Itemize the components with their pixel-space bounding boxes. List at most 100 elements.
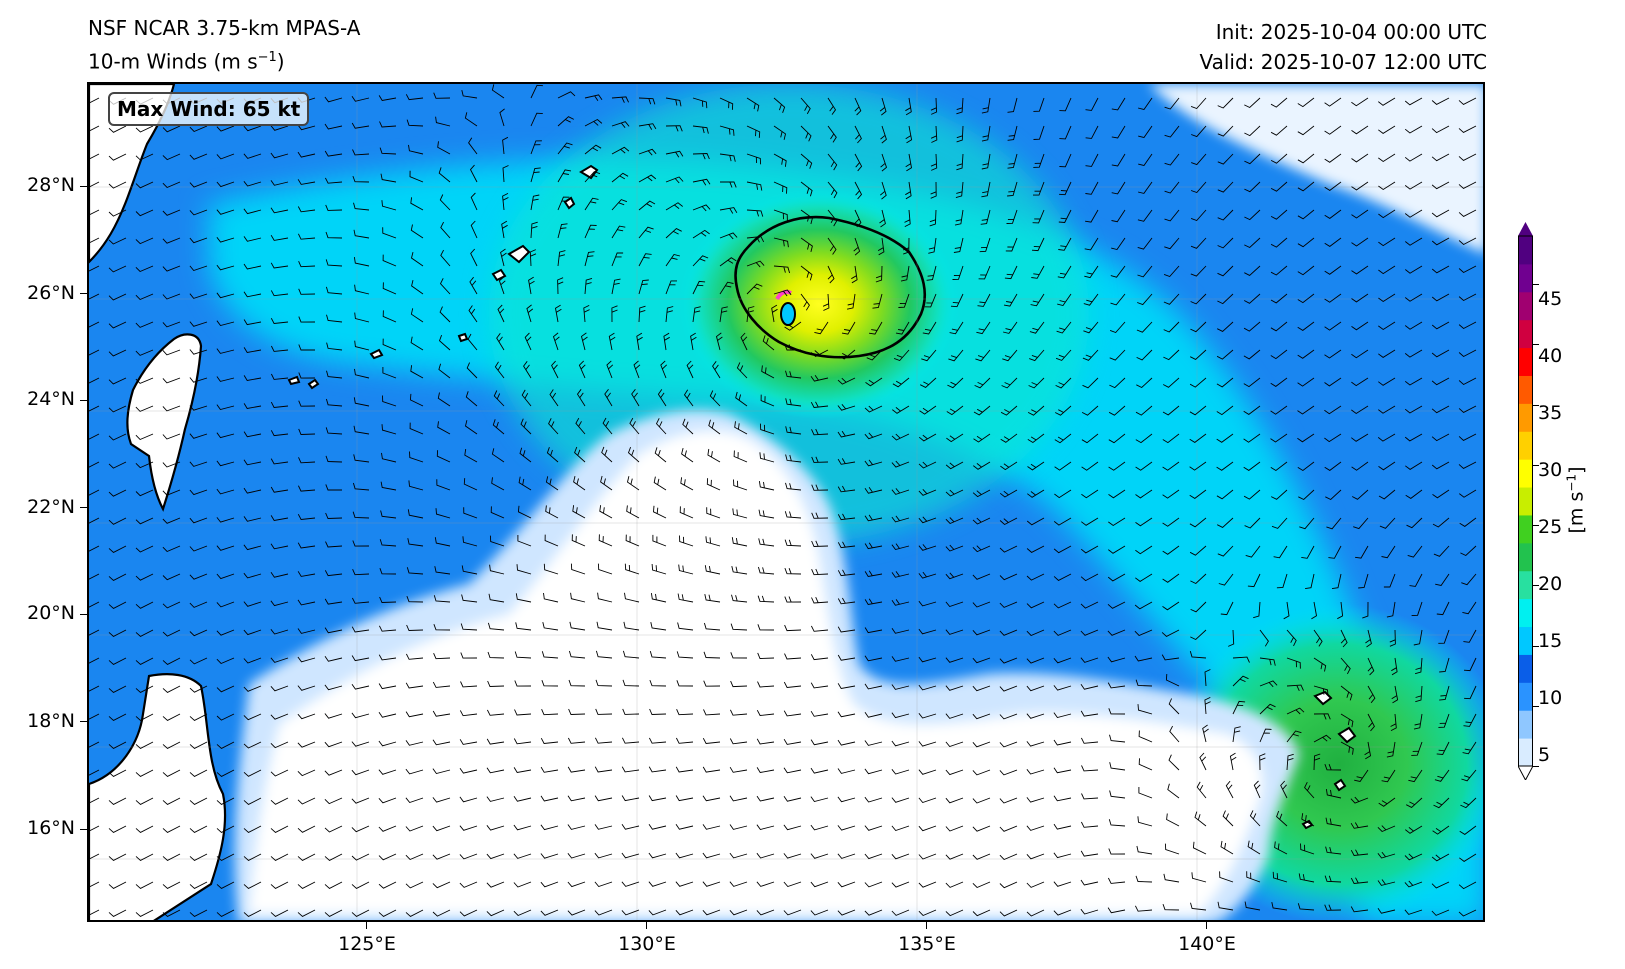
wind-barb bbox=[216, 685, 235, 693]
wind-barb bbox=[1404, 321, 1423, 330]
wind-barb bbox=[89, 601, 100, 608]
wind-barb bbox=[1135, 679, 1153, 687]
wind-barb bbox=[1272, 871, 1288, 883]
wind-barb bbox=[740, 332, 748, 351]
wind-barb bbox=[869, 321, 883, 335]
wind-barb bbox=[1406, 517, 1423, 529]
wind-barb bbox=[1378, 209, 1396, 219]
wind-barb bbox=[1244, 125, 1261, 137]
wind-barb bbox=[945, 741, 964, 748]
wind-barb bbox=[864, 683, 883, 690]
wind-barb bbox=[918, 433, 937, 442]
wind-barb bbox=[243, 403, 262, 409]
wind-barb bbox=[1431, 237, 1450, 246]
wind-barb bbox=[297, 599, 316, 606]
wind-barb bbox=[800, 153, 813, 169]
wind-barb bbox=[1243, 433, 1261, 443]
wind-barb bbox=[918, 797, 937, 804]
wind-barb bbox=[729, 881, 748, 887]
wind-barb bbox=[715, 332, 723, 351]
wind-barb bbox=[1297, 97, 1315, 108]
wind-barb bbox=[956, 97, 964, 115]
wind-barb bbox=[1055, 349, 1072, 361]
wind-barb bbox=[270, 685, 289, 692]
lon-tick-135: 135°E bbox=[898, 933, 956, 955]
wind-barb bbox=[837, 541, 856, 549]
wind-barb bbox=[601, 446, 613, 463]
wind-barb bbox=[757, 595, 775, 603]
wind-barb bbox=[162, 517, 181, 524]
wind-barb bbox=[981, 97, 991, 114]
wind-barb bbox=[928, 237, 937, 254]
wind-barb bbox=[1351, 153, 1369, 163]
wind-barb bbox=[243, 459, 262, 466]
wind-barb bbox=[1431, 153, 1450, 162]
wind-barb bbox=[574, 446, 586, 463]
wind-barb bbox=[955, 181, 964, 199]
wind-barb bbox=[438, 363, 451, 379]
wind-barb bbox=[1404, 433, 1423, 442]
wind-barb bbox=[1137, 97, 1153, 111]
wind-barb bbox=[216, 320, 235, 327]
wind-barb bbox=[216, 769, 235, 777]
wind-barb bbox=[1431, 405, 1450, 414]
wind-barb bbox=[567, 824, 586, 830]
wind-barb bbox=[189, 545, 208, 552]
wind-barb bbox=[410, 224, 424, 239]
wind-barb bbox=[675, 909, 694, 916]
wind-barb bbox=[382, 227, 397, 239]
wind-barb bbox=[405, 909, 424, 917]
wind-barb bbox=[470, 248, 478, 267]
wind-barb bbox=[1204, 669, 1211, 687]
wind-barb bbox=[810, 739, 829, 746]
wind-barb bbox=[1276, 573, 1288, 589]
wind-barb bbox=[326, 370, 343, 379]
wind-barb bbox=[784, 653, 802, 660]
wind-barb bbox=[1029, 349, 1045, 362]
wind-barb bbox=[1085, 97, 1099, 111]
wind-barb bbox=[1135, 405, 1153, 416]
wind-barb bbox=[352, 540, 370, 547]
wind-barb bbox=[325, 427, 343, 435]
wind-barb bbox=[1058, 237, 1072, 251]
wind-barb bbox=[1365, 629, 1372, 648]
wind-barb bbox=[665, 150, 684, 158]
wind-barb bbox=[1027, 461, 1045, 471]
wind-barb bbox=[1189, 489, 1207, 499]
wind-barb bbox=[162, 125, 181, 133]
wind-barb bbox=[1005, 237, 1018, 252]
wind-barb bbox=[733, 450, 748, 463]
wind-barb bbox=[783, 909, 802, 916]
wind-barb bbox=[162, 853, 181, 861]
wind-barb bbox=[1164, 125, 1180, 138]
lat-tickmark bbox=[80, 186, 87, 187]
wind-barb bbox=[945, 797, 964, 804]
wind-barb bbox=[1391, 685, 1399, 704]
wind-barb bbox=[975, 349, 991, 362]
wind-barb bbox=[108, 573, 127, 581]
wind-barb bbox=[1027, 489, 1045, 498]
wind-barb bbox=[1080, 710, 1099, 717]
wind-barb bbox=[108, 853, 127, 861]
wind-barb bbox=[1351, 405, 1369, 415]
wind-barb bbox=[162, 377, 181, 384]
wind-barb bbox=[324, 881, 343, 889]
wind-barb bbox=[530, 167, 541, 183]
luzon-land bbox=[89, 673, 227, 920]
wind-barb bbox=[1111, 237, 1126, 251]
wind-barb bbox=[162, 881, 181, 889]
wind-barb bbox=[297, 233, 316, 240]
wind-barb bbox=[1081, 461, 1099, 471]
wind-barb bbox=[1220, 840, 1234, 855]
wind-barb bbox=[1169, 725, 1180, 743]
wind-barb bbox=[665, 253, 681, 267]
wind-barb bbox=[611, 121, 630, 128]
wind-barb bbox=[1007, 153, 1018, 169]
wind-barb bbox=[837, 458, 856, 465]
wind-barb bbox=[1324, 349, 1342, 359]
colorbar-segment bbox=[1518, 291, 1533, 321]
wind-barb bbox=[680, 477, 694, 491]
wind-barb bbox=[216, 629, 235, 636]
wind-barb bbox=[135, 685, 154, 693]
wind-barb bbox=[353, 202, 370, 211]
